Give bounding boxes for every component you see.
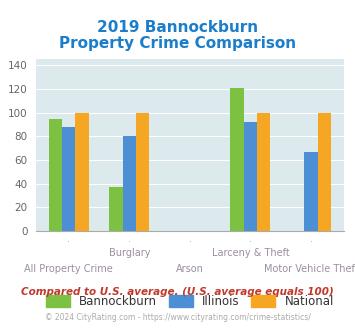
Bar <box>230 88 244 231</box>
Text: Motor Vehicle Theft: Motor Vehicle Theft <box>264 264 355 274</box>
Bar <box>136 113 149 231</box>
Bar <box>304 152 318 231</box>
Bar <box>49 118 62 231</box>
Text: All Property Crime: All Property Crime <box>24 264 113 274</box>
Text: Burglary: Burglary <box>109 248 150 258</box>
Bar <box>244 122 257 231</box>
Bar <box>123 136 136 231</box>
Legend: Bannockburn, Illinois, National: Bannockburn, Illinois, National <box>41 290 339 313</box>
Text: © 2024 CityRating.com - https://www.cityrating.com/crime-statistics/: © 2024 CityRating.com - https://www.city… <box>45 313 310 322</box>
Bar <box>318 113 331 231</box>
Text: Property Crime Comparison: Property Crime Comparison <box>59 36 296 51</box>
Bar <box>257 113 271 231</box>
Bar <box>62 127 76 231</box>
Text: 2019 Bannockburn: 2019 Bannockburn <box>97 20 258 35</box>
Text: Larceny & Theft: Larceny & Theft <box>212 248 289 258</box>
Text: Arson: Arson <box>176 264 204 274</box>
Text: Compared to U.S. average. (U.S. average equals 100): Compared to U.S. average. (U.S. average … <box>21 287 334 297</box>
Bar <box>109 187 123 231</box>
Bar <box>76 113 89 231</box>
